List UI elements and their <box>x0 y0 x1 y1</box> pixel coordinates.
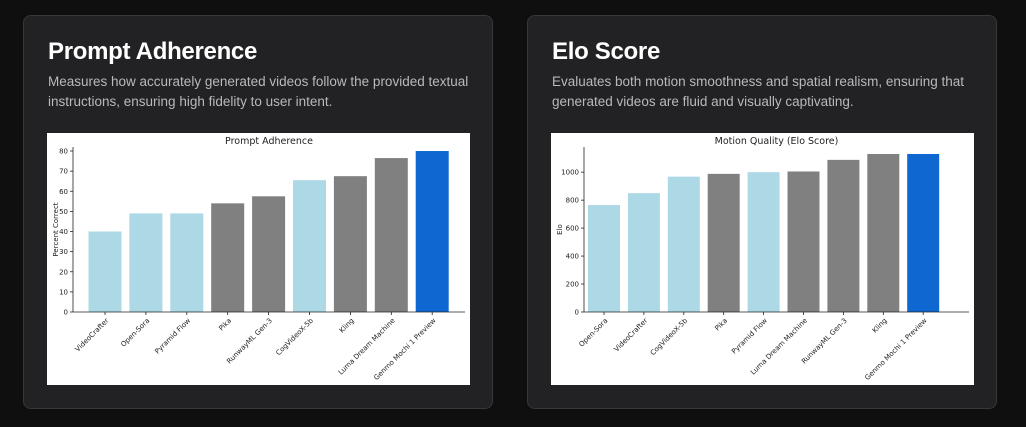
y-tick-label: 60 <box>59 188 68 196</box>
bar-videocrafter <box>627 193 660 312</box>
x-tick-label: VideoCrafter <box>613 317 650 354</box>
elo-score-chart-container: Motion Quality (Elo Score) Elo Open-Sora Vi… <box>551 133 974 385</box>
y-tick-label: 70 <box>59 168 68 176</box>
y-axis-label: Elo <box>556 224 564 235</box>
card-description: Evaluates both motion smoothness and spa… <box>552 74 964 109</box>
y-tick-label: 800 <box>566 197 579 205</box>
bar-pika <box>211 203 245 312</box>
bar-pyramid-flow <box>170 213 204 312</box>
elo-score-card: Elo Score Evaluates both motion smoothne… <box>527 15 997 409</box>
x-tick-label: CogVideoX-5b <box>649 316 690 357</box>
y-tick-label: 200 <box>566 281 579 289</box>
y-tick-label: 0 <box>64 309 68 317</box>
x-tick-label: RunwayML Gen-3 <box>225 317 274 366</box>
y-tick-label: 600 <box>566 225 579 233</box>
bar-genmo-mochi-1-preview <box>907 153 940 312</box>
y-tick-label: 50 <box>59 208 68 216</box>
bar-pyramid-flow <box>747 172 780 312</box>
bar-luma-dream-machine <box>787 171 820 312</box>
card-description: Measures how accurately generated videos… <box>48 74 469 109</box>
x-tick-label: Pyramid Flow <box>153 317 192 356</box>
bar-kling <box>867 153 900 312</box>
x-tick-label: Pika <box>713 317 729 333</box>
bar-cogvideox-5b <box>667 176 700 312</box>
y-tick-label: 20 <box>59 268 68 276</box>
x-tick-label: CogVideoX-5b <box>275 316 316 357</box>
prompt-adherence-chart: Prompt Adherence Percent Correct VideoCraf… <box>52 136 465 382</box>
card-title: Elo Score <box>552 38 661 65</box>
y-tick-label: 1000 <box>561 169 579 177</box>
chart-title: Prompt Adherence <box>225 136 313 147</box>
bar-pika <box>707 173 740 312</box>
y-tick-label: 400 <box>566 253 579 261</box>
bar-videocrafter <box>88 231 122 312</box>
x-tick-label: Kling <box>871 317 889 335</box>
card-title: Prompt Adherence <box>48 38 258 65</box>
chart-title: Motion Quality (Elo Score) <box>715 136 839 147</box>
bar-open-sora <box>129 213 163 312</box>
bar-luma-dream-machine <box>374 158 408 312</box>
x-tick-label: Open-Sora <box>119 317 151 349</box>
prompt-adherence-card: Prompt Adherence Measures how accurately… <box>23 15 493 409</box>
x-tick-label: RunwayML Gen-3 <box>800 317 849 366</box>
x-tick-label: Open-Sora <box>578 317 610 349</box>
bar-cogvideox-5b <box>293 180 326 312</box>
y-tick-label: 40 <box>59 228 68 236</box>
bar-runwayml-gen-3 <box>252 196 286 312</box>
y-tick-label: 80 <box>59 148 68 156</box>
y-axis-label: Percent Correct <box>52 202 60 256</box>
x-tick-label: Kling <box>338 317 356 335</box>
bar-open-sora <box>588 205 620 312</box>
elo-score-chart: Motion Quality (Elo Score) Elo Open-Sora Vi… <box>556 136 969 382</box>
y-tick-label: 30 <box>59 248 68 256</box>
y-tick-label: 0 <box>575 309 579 317</box>
bar-genmo-mochi-1-preview <box>415 151 449 312</box>
y-tick-label: 10 <box>59 288 68 296</box>
x-tick-label: Pyramid Flow <box>730 317 769 356</box>
bar-runwayml-gen-3 <box>827 159 860 312</box>
x-tick-label: VideoCrafter <box>74 317 111 354</box>
x-tick-label: Pika <box>217 317 233 333</box>
bar-kling <box>333 176 367 312</box>
prompt-adherence-chart-container: Prompt Adherence Percent Correct VideoCraf… <box>47 133 470 385</box>
